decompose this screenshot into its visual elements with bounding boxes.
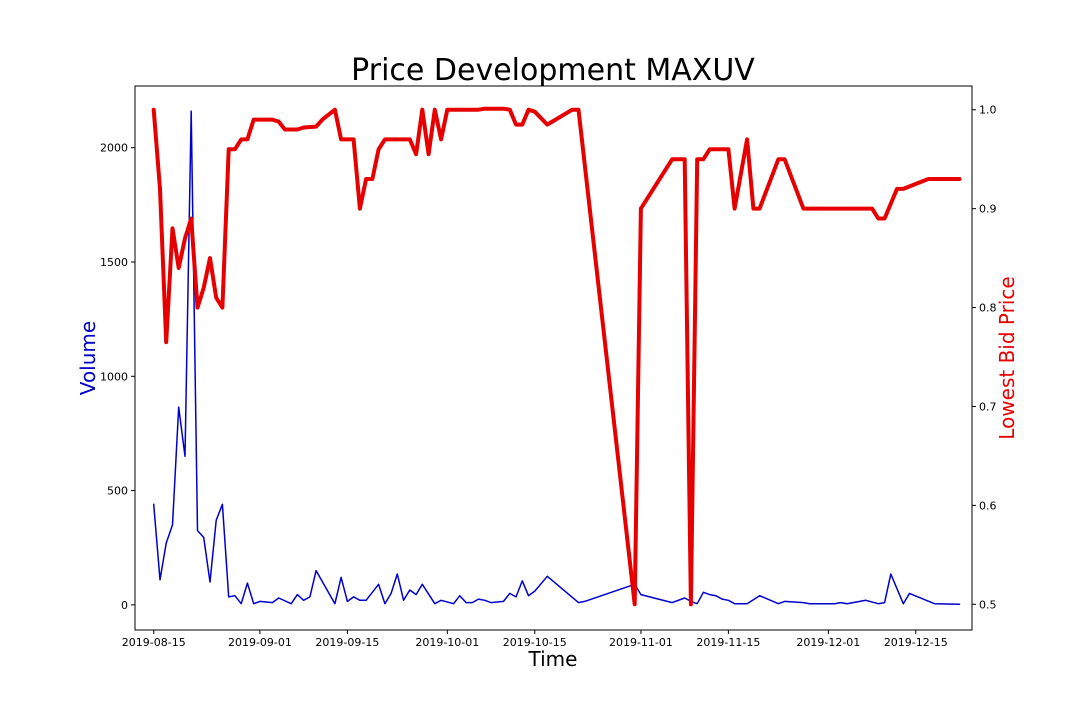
price-series-line [151, 106, 962, 607]
right-y-tick-label: 0.7 [979, 400, 997, 413]
left-y-axis-ticks: 0 500 1000 1500 2000 [100, 142, 135, 612]
series-layer [151, 106, 962, 607]
right-y-axis-ticks: 0.5 0.6 0.7 0.8 0.9 1.0 [972, 104, 997, 611]
x-axis-ticks: 2019-08-15 2019-09-01 2019-09-15 2019-10-01… [122, 630, 948, 649]
x-tick-label: 2019-10-15 [503, 636, 567, 649]
left-y-tick-label: 0 [121, 599, 128, 612]
x-tick-label: 2019-09-01 [228, 636, 292, 649]
x-tick-label: 2019-11-01 [609, 636, 673, 649]
x-tick-label: 2019-09-15 [315, 636, 379, 649]
left-y-tick-label: 500 [107, 485, 128, 498]
right-y-axis-title: Lowest Bid Price [995, 276, 1019, 439]
right-y-tick-label: 0.6 [979, 499, 997, 512]
x-tick-label: 2019-12-01 [796, 636, 860, 649]
chart-title: Price Development MAXUV [351, 53, 755, 88]
x-axis-title: Time [528, 647, 578, 671]
left-y-axis-title: Volume [76, 321, 100, 395]
plot-frame [134, 85, 973, 631]
x-tick-label: 2019-12-15 [884, 636, 948, 649]
volume-series-line [152, 110, 961, 605]
left-y-tick-label: 1000 [100, 370, 128, 383]
left-y-tick-label: 1500 [100, 256, 128, 269]
right-y-tick-label: 0.5 [979, 598, 997, 611]
x-tick-label: 2019-10-01 [415, 636, 479, 649]
left-y-tick-label: 2000 [100, 142, 128, 155]
x-tick-label: 2019-08-15 [122, 636, 186, 649]
x-tick-label: 2019-11-15 [696, 636, 760, 649]
right-y-tick-label: 0.8 [979, 302, 997, 315]
right-y-tick-label: 0.9 [979, 203, 997, 216]
right-y-tick-label: 1.0 [979, 104, 997, 117]
